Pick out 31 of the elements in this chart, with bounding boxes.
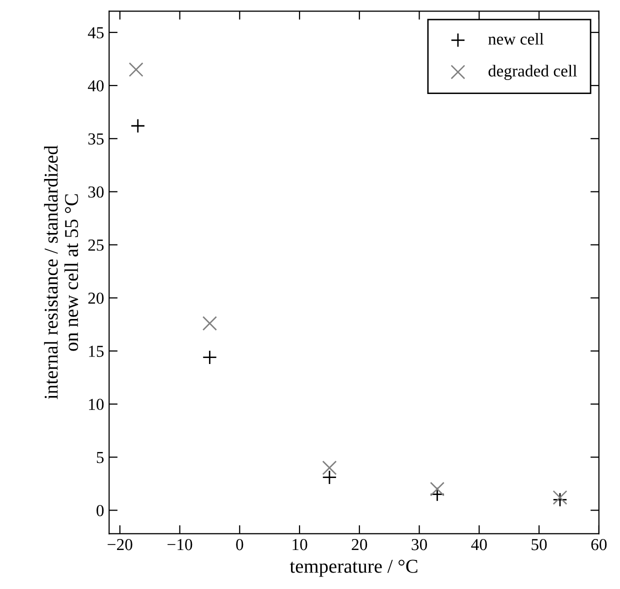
y-tick-label: 40: [88, 80, 104, 92]
point: [430, 487, 445, 502]
x-tick-label: 60: [591, 538, 607, 550]
y-tick-label: 10: [89, 398, 104, 410]
y-tick-label: 0: [96, 504, 104, 516]
y-axis-title: internal resistance / standardized on new cell at 55 °C: [44, 146, 78, 400]
legend-label: new cell: [488, 32, 544, 45]
x-tick-label: 30: [412, 538, 427, 550]
x-tick-label: 10: [292, 538, 308, 550]
point: [202, 316, 217, 331]
legend-label: degraded cell: [488, 64, 577, 80]
y-tick-label: 5: [96, 452, 104, 464]
y-tick-label: 20: [88, 292, 104, 304]
y-tick-label: 25: [88, 240, 104, 251]
x-tick-label: 50: [532, 538, 547, 550]
point: [322, 460, 337, 476]
x-tick-label: 20: [352, 538, 368, 550]
x-tick-label: 0: [236, 538, 244, 550]
point: [202, 350, 217, 365]
y-tick-label: 30: [88, 186, 104, 198]
x-axis-title: temperature / °C: [290, 560, 418, 577]
y-tick-label: 15: [89, 346, 104, 357]
x-tick-label: 40: [471, 538, 487, 550]
y-tick-label: 45: [88, 27, 104, 38]
point: [128, 62, 144, 77]
x-tick-label: −10: [168, 538, 192, 550]
point: [322, 470, 337, 485]
y-tick-label: 35: [88, 133, 104, 145]
point: [430, 482, 445, 496]
point: [130, 118, 146, 134]
x-tick-label: −20: [108, 538, 132, 550]
